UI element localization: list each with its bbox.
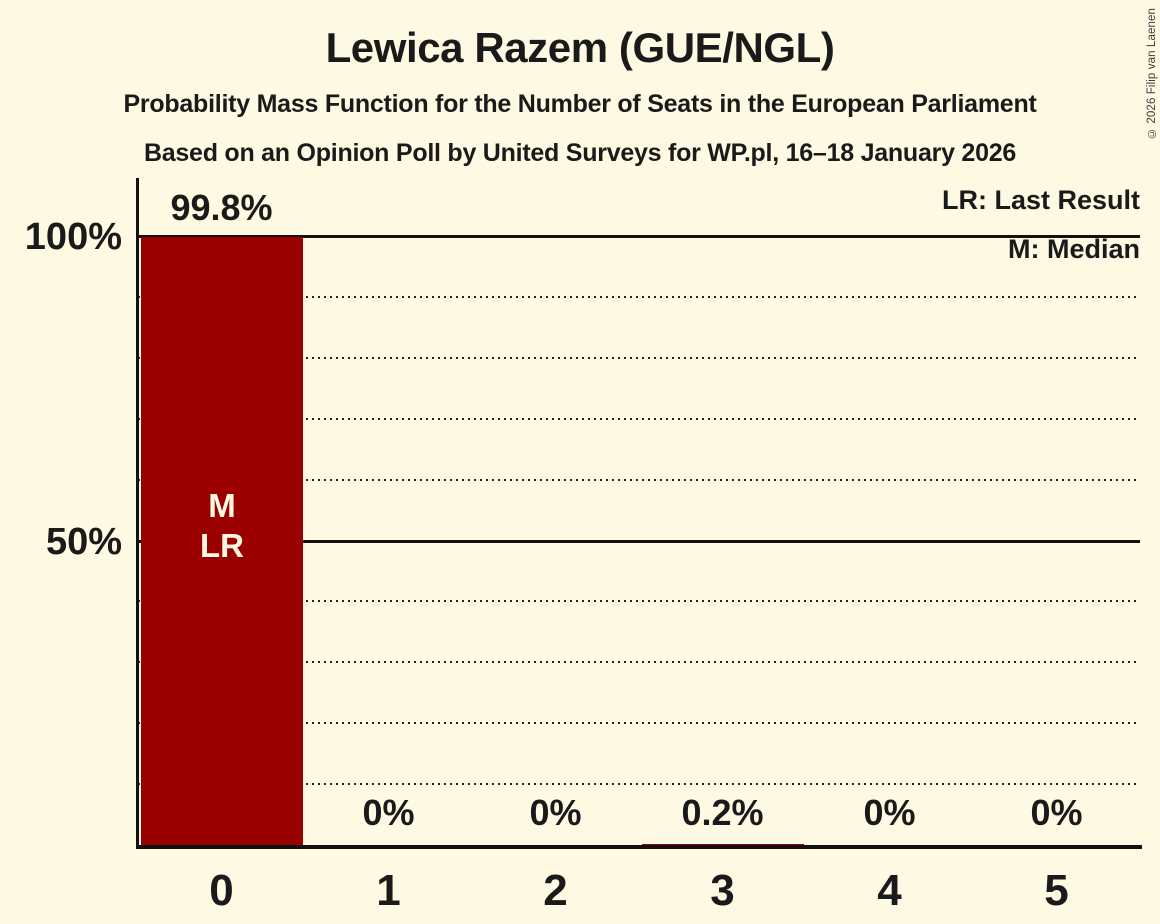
gridline-80pct — [138, 356, 1140, 359]
value-label-seats-3: 0.2% — [681, 792, 764, 833]
x-axis-label-5: 5 — [1044, 866, 1069, 915]
y-axis-label-50: 50% — [45, 520, 122, 563]
gridline-70pct — [138, 417, 1140, 420]
bar-seats-0 — [141, 237, 303, 845]
bar-seats-3 — [642, 843, 804, 845]
x-axis-label-3: 3 — [710, 866, 735, 915]
gridline-40pct — [138, 600, 1140, 603]
gridline-20pct — [138, 722, 1140, 725]
value-label-seats-5: 0% — [1030, 792, 1083, 833]
x-axis-line — [136, 845, 1142, 849]
chart-source-line: Based on an Opinion Poll by United Surve… — [143, 139, 1017, 167]
value-label-seats-1: 0% — [362, 792, 415, 833]
chart-subtitle: Probability Mass Function for the Number… — [123, 90, 1037, 118]
gridline-60pct — [138, 478, 1140, 481]
x-axis-label-1: 1 — [376, 866, 401, 915]
gridline-10pct — [138, 783, 1140, 786]
last-result-marker: LR — [200, 527, 244, 564]
value-label-seats-2: 0% — [529, 792, 582, 833]
x-axis-label-0: 0 — [209, 866, 234, 915]
value-label-seats-4: 0% — [863, 792, 916, 833]
gridline-30pct — [138, 661, 1140, 664]
gridline-100pct — [138, 235, 1140, 238]
value-label-seats-0: 99.8% — [170, 187, 273, 229]
median-marker: M — [208, 487, 236, 524]
x-axis: 0 1 2 3 4 5 — [138, 866, 1140, 916]
y-axis-label-100: 100% — [24, 216, 122, 258]
x-axis-label-2: 2 — [543, 866, 568, 915]
x-axis-label-4: 4 — [877, 866, 902, 915]
gridline-90pct — [138, 295, 1140, 298]
plot-area: 99.8% 0% 0% 0.2% 0% 0% M LR — [138, 188, 1140, 845]
legend-last-result: LR: Last Result — [941, 185, 1140, 215]
gridline-50pct — [138, 539, 1140, 543]
y-axis-line — [136, 178, 139, 848]
legend-median: M: Median — [1008, 234, 1140, 264]
bar-annotation-median-last-result: M LR — [141, 486, 303, 566]
chart-title: Lewica Razem (GUE/NGL) — [325, 24, 835, 71]
